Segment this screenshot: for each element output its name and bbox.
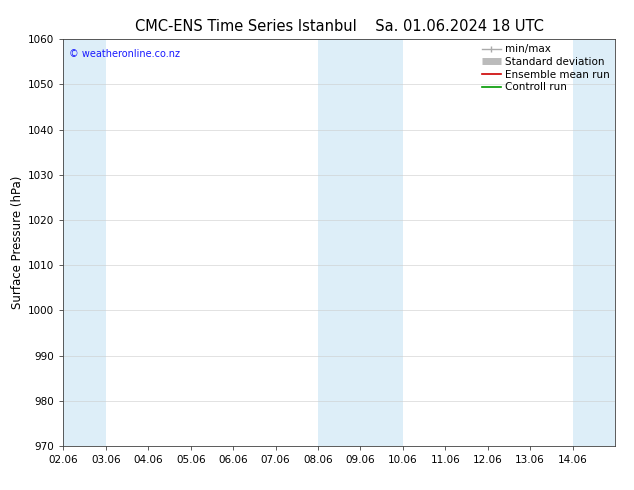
Bar xyxy=(63,39,106,446)
Bar xyxy=(318,39,360,446)
Text: © weatheronline.co.nz: © weatheronline.co.nz xyxy=(69,49,180,59)
Title: CMC-ENS Time Series Istanbul    Sa. 01.06.2024 18 UTC: CMC-ENS Time Series Istanbul Sa. 01.06.2… xyxy=(135,19,543,34)
Bar xyxy=(360,39,403,446)
Y-axis label: Surface Pressure (hPa): Surface Pressure (hPa) xyxy=(11,176,24,309)
Legend: min/max, Standard deviation, Ensemble mean run, Controll run: min/max, Standard deviation, Ensemble me… xyxy=(480,42,612,94)
Bar xyxy=(573,39,615,446)
